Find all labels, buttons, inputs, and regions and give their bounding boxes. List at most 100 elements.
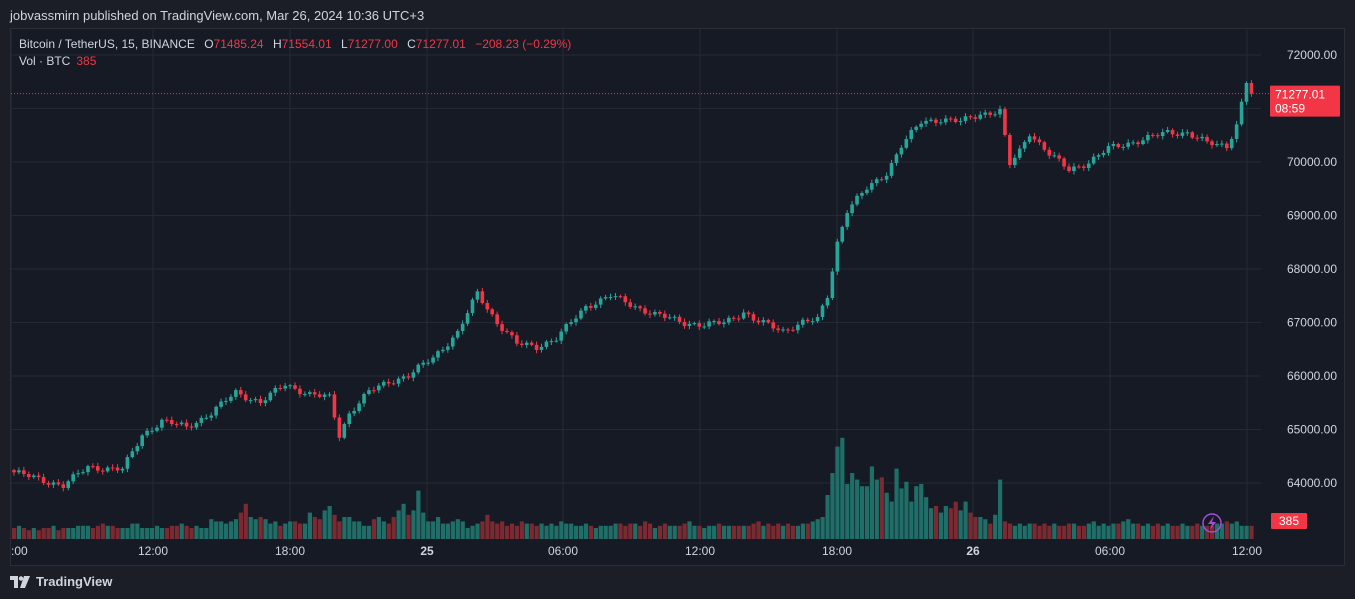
volume-bar bbox=[1126, 519, 1131, 539]
volume-label[interactable]: Vol · BTC bbox=[19, 54, 71, 68]
volume-bar bbox=[963, 501, 968, 539]
volume-bar bbox=[480, 521, 485, 539]
x-tick-label: 12:00 bbox=[138, 544, 168, 558]
candle-body bbox=[850, 204, 854, 214]
candle-body bbox=[1141, 140, 1145, 145]
volume-bar bbox=[145, 528, 150, 539]
candle-body bbox=[1111, 143, 1116, 147]
volume-bar bbox=[362, 525, 367, 539]
volume-bar bbox=[1165, 523, 1170, 539]
candle-body bbox=[160, 419, 164, 428]
candle-body bbox=[776, 328, 780, 331]
candle-body bbox=[1210, 141, 1214, 146]
volume-bar bbox=[386, 523, 391, 539]
volume-bar bbox=[485, 514, 490, 539]
volume-bar bbox=[746, 525, 751, 539]
low-value: 71277.00 bbox=[347, 37, 398, 51]
candle-body bbox=[480, 291, 485, 303]
candle-body bbox=[1180, 132, 1185, 136]
volume-bar bbox=[120, 528, 125, 539]
volume-bar bbox=[194, 525, 199, 539]
candle-body bbox=[234, 390, 238, 397]
volume-bar bbox=[1096, 525, 1101, 539]
volume-bar bbox=[909, 501, 914, 539]
candlestick-chart[interactable]: 72000.0071000.0070000.0069000.0068000.00… bbox=[11, 29, 1344, 565]
volume-bar bbox=[534, 525, 539, 539]
symbol-name[interactable]: Bitcoin / TetherUS, 15, BINANCE bbox=[19, 37, 195, 51]
candle-body bbox=[559, 331, 564, 341]
candle-body bbox=[948, 118, 953, 120]
volume-bar bbox=[140, 528, 145, 539]
candle-body bbox=[889, 163, 894, 176]
candle-body bbox=[441, 349, 445, 352]
volume-bar bbox=[889, 501, 894, 539]
volume-bars bbox=[12, 437, 1254, 539]
candle-body bbox=[194, 422, 199, 428]
candle-body bbox=[357, 403, 361, 411]
candle-body bbox=[874, 179, 879, 184]
chart-panel[interactable]: 72000.0071000.0070000.0069000.0068000.00… bbox=[10, 28, 1345, 566]
candle-body bbox=[505, 330, 509, 333]
volume-bar bbox=[26, 530, 31, 539]
x-tick-label: 06:00 bbox=[548, 544, 578, 558]
volume-bar bbox=[672, 525, 677, 539]
volume-bar bbox=[731, 525, 736, 539]
candle-body bbox=[1072, 166, 1076, 172]
candle-body bbox=[1170, 129, 1175, 135]
lightning-icon[interactable] bbox=[1202, 513, 1222, 533]
candle-body bbox=[564, 323, 568, 332]
candle-body bbox=[273, 388, 278, 393]
candle-body bbox=[209, 415, 213, 418]
volume-bar bbox=[90, 528, 96, 539]
volume-bar bbox=[56, 530, 61, 539]
price-axis[interactable]: 72000.0071000.0070000.0069000.0068000.00… bbox=[1287, 48, 1337, 490]
candle-body bbox=[46, 482, 51, 485]
volume-bar bbox=[1170, 525, 1175, 539]
volume-bar bbox=[1175, 525, 1180, 539]
volume-bar bbox=[421, 512, 426, 539]
candle-body bbox=[446, 346, 450, 350]
volume-bar bbox=[1037, 525, 1042, 539]
candle-body bbox=[1136, 142, 1140, 145]
volume-bar bbox=[302, 523, 308, 539]
volume-bar bbox=[71, 528, 76, 539]
volume-bar bbox=[1086, 523, 1091, 539]
candle-body bbox=[1175, 134, 1180, 136]
candle-body bbox=[342, 423, 347, 438]
volume-bar bbox=[288, 521, 293, 539]
x-tick-label: 12:00 bbox=[685, 544, 715, 558]
volume-bar bbox=[554, 525, 559, 539]
time-axis[interactable]: :00 12:00 18:00 25 06:00 12:00 18:00 26 06:00 12:… bbox=[11, 544, 1262, 558]
footer-brand[interactable]: TradingView bbox=[10, 574, 112, 589]
volume-bar bbox=[312, 517, 317, 539]
price-tag-value: 71277.01 bbox=[1275, 88, 1325, 102]
candle-body bbox=[1037, 139, 1042, 143]
volume-bar bbox=[95, 525, 101, 539]
candle-body bbox=[431, 357, 435, 363]
candle-body bbox=[1200, 136, 1204, 139]
volume-bar bbox=[1027, 523, 1032, 539]
volume-bar bbox=[588, 525, 594, 539]
volume-bar bbox=[322, 510, 327, 539]
candle-body bbox=[56, 482, 61, 485]
volume-bar bbox=[189, 528, 194, 539]
volume-bar bbox=[1116, 523, 1121, 539]
candle-body bbox=[1205, 136, 1209, 142]
volume-tag: 385 bbox=[1271, 513, 1307, 529]
volume-bar bbox=[150, 528, 155, 539]
candle-body bbox=[421, 362, 425, 365]
volume-bar bbox=[1042, 523, 1047, 539]
volume-bar bbox=[948, 508, 953, 539]
candle-body bbox=[702, 326, 706, 328]
volume-bar bbox=[1012, 525, 1017, 539]
candle-body bbox=[298, 388, 302, 395]
candle-body bbox=[1003, 109, 1007, 135]
volume-bar bbox=[1136, 523, 1141, 539]
candle-body bbox=[574, 318, 578, 323]
volume-bar bbox=[786, 523, 791, 539]
volume-bar bbox=[652, 528, 658, 539]
candle-body bbox=[638, 306, 642, 309]
volume-bar bbox=[1160, 525, 1165, 539]
volume-bar bbox=[593, 528, 598, 539]
volume-bar bbox=[1195, 523, 1200, 539]
